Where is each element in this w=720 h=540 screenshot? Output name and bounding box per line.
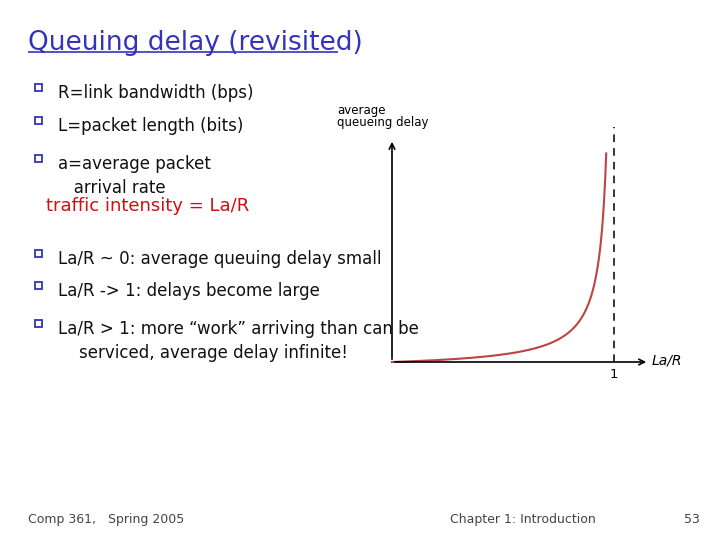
Text: La/R -> 1: delays become large: La/R -> 1: delays become large xyxy=(58,282,320,300)
Text: traffic intensity = La/R: traffic intensity = La/R xyxy=(46,197,249,215)
Text: La/R: La/R xyxy=(652,354,683,368)
Text: La/R > 1: more “work” arriving than can be
    serviced, average delay infinite!: La/R > 1: more “work” arriving than can … xyxy=(58,320,419,362)
Text: 53: 53 xyxy=(684,513,700,526)
Text: average: average xyxy=(337,104,385,117)
Text: R=link bandwidth (bps): R=link bandwidth (bps) xyxy=(58,84,253,102)
Text: La/R ~ 0: average queuing delay small: La/R ~ 0: average queuing delay small xyxy=(58,250,382,268)
Text: queueing delay: queueing delay xyxy=(337,116,428,129)
Text: Chapter 1: Introduction: Chapter 1: Introduction xyxy=(450,513,595,526)
Text: L=packet length (bits): L=packet length (bits) xyxy=(58,117,243,135)
Text: Queuing delay (revisited): Queuing delay (revisited) xyxy=(28,30,363,56)
Text: 1: 1 xyxy=(610,368,618,381)
Text: a=average packet
   arrival rate: a=average packet arrival rate xyxy=(58,155,211,197)
Text: Comp 361,   Spring 2005: Comp 361, Spring 2005 xyxy=(28,513,184,526)
